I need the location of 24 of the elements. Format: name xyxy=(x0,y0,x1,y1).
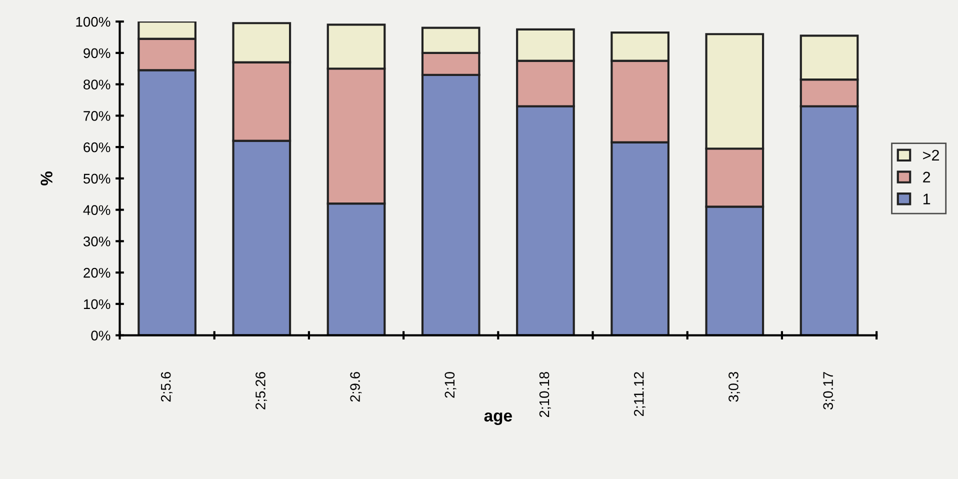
y-tick-label: 0% xyxy=(91,330,110,340)
x-tick-label: 3;0.3 xyxy=(728,372,740,402)
y-tick-label: 90% xyxy=(84,48,110,58)
legend-label: 1 xyxy=(924,194,930,204)
legend-label: 2 xyxy=(923,172,930,182)
x-tick-label: 2;5.6 xyxy=(160,372,172,402)
x-tick-label: 2;10 xyxy=(444,372,456,398)
x-axis-title: age xyxy=(484,412,512,425)
y-tick-label: 40% xyxy=(83,205,110,215)
x-tick-label: 3;0.17 xyxy=(823,372,835,410)
y-tick-label: 70% xyxy=(84,111,110,121)
legend-label: >2 xyxy=(923,150,939,160)
x-tick-label: 2;9.6 xyxy=(350,372,362,402)
x-tick-label: 2;5.26 xyxy=(256,372,268,410)
y-axis-title: % xyxy=(40,171,52,186)
y-tick-label: 20% xyxy=(84,268,110,278)
x-tick-label: 2;10.18 xyxy=(539,372,551,418)
y-tick-label: 60% xyxy=(84,142,110,152)
y-tick-label: 80% xyxy=(84,80,110,90)
y-tick-label: 50% xyxy=(83,174,110,184)
y-tick-label: 30% xyxy=(83,236,110,246)
y-tick-label: 10% xyxy=(84,299,110,310)
y-tick-label: 100% xyxy=(76,16,110,27)
x-tick-label: 2;11.12 xyxy=(634,372,646,416)
